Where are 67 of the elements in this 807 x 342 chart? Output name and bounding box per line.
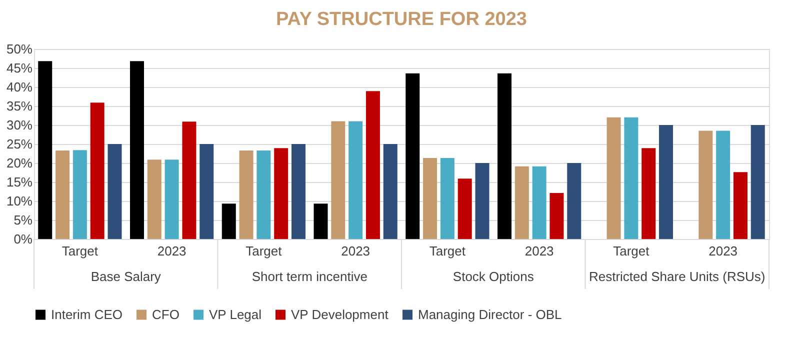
legend-label: VP Legal [209,306,262,322]
x-tick-label: Target [429,244,466,258]
bar [624,117,638,239]
y-tick-label: 50% [6,42,33,56]
bar [239,150,254,239]
bar [698,130,713,239]
bar [147,160,162,239]
bar [164,160,179,239]
y-tick-label: 10% [6,194,33,208]
bar [200,144,214,239]
bar [222,204,236,239]
bar [348,121,363,239]
y-tick-label: 5% [14,212,33,228]
x-tick-label: Target [613,244,650,258]
y-tick-label: 15% [6,174,33,190]
x-tick-label: 2023 [524,244,554,258]
bar [532,166,546,239]
bar [497,73,512,239]
bar [274,148,288,239]
text: Restricted Share Units (RSUs) [588,269,766,284]
x-tick-label: 2023 [157,244,186,258]
bar [659,125,674,239]
legend-label: CFO [152,306,180,322]
legend-label: VP Development [291,306,389,322]
x-tick-label: Target [246,244,282,258]
y-tick-label: 40% [6,80,33,94]
x-tick-label: 2023 [708,244,738,258]
bar [642,148,656,239]
x-tick-label: 2023 [341,244,370,258]
bar [606,117,621,239]
bar [550,193,564,239]
x-tick-label: Target [62,244,98,258]
bar [733,172,748,239]
bar [72,150,87,239]
y-tick-label: 0% [14,232,33,246]
bar [38,61,52,239]
bar [475,163,490,239]
bar [292,144,306,239]
bar [314,204,328,239]
bar [567,163,582,239]
text: Base Salary [90,269,162,284]
bar [458,178,472,239]
bar [56,150,70,239]
bar [130,61,144,239]
bar [406,73,420,239]
bar [256,150,271,239]
bar [440,158,454,239]
y-tick-label: 35% [6,98,33,114]
y-tick-label: 20% [6,156,33,170]
bar [108,144,122,239]
bar [90,102,104,239]
legend-label: Interim CEO [51,306,123,322]
bar [366,91,380,239]
text: Short term incentive [252,269,368,284]
y-tick-label: 25% [6,136,33,152]
bar [716,130,730,239]
bar [423,158,438,239]
bar [750,125,765,239]
chart-title: PAY STRUCTURE FOR 2023 [276,9,527,30]
bar [383,144,398,239]
y-tick-label: 30% [6,118,33,132]
text: Stock Options [452,269,534,284]
bar [182,122,196,239]
bar [331,121,346,239]
bar [514,166,529,239]
legend-label: Managing Director - OBL [418,306,562,322]
y-tick-label: 45% [6,60,33,76]
